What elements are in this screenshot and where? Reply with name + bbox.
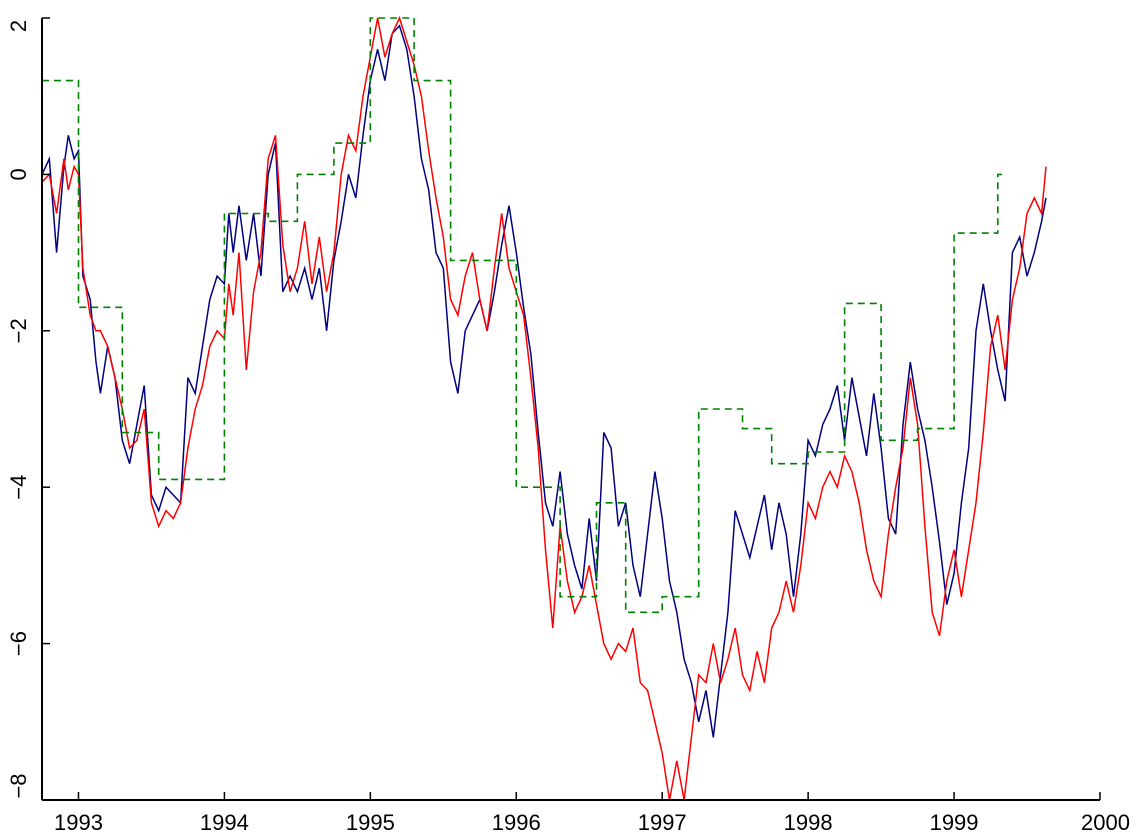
- x-tick-label: 1996: [492, 810, 541, 835]
- series-line-1: [41, 24, 1047, 738]
- x-tick-label: 1999: [930, 810, 979, 835]
- y-tick-label: −8: [6, 773, 31, 798]
- y-tick-label: 0: [6, 168, 31, 180]
- x-tick-label: 1997: [638, 810, 687, 835]
- axes-layer: [41, 18, 1100, 801]
- y-tick-label: 2: [6, 20, 31, 32]
- series-layer: [41, 15, 1047, 801]
- series-line-2: [41, 15, 1047, 801]
- y-tick-label: −2: [6, 318, 31, 343]
- series-line-3: [42, 17, 1006, 614]
- y-tick-label: −6: [6, 631, 31, 656]
- y-tick-label: −4: [6, 475, 31, 500]
- x-tick-label: 1995: [346, 810, 395, 835]
- x-tick-label: 1993: [54, 810, 103, 835]
- x-tick-label: 2000: [1081, 810, 1130, 835]
- x-tick-label: 1994: [200, 810, 249, 835]
- ticks-layer: 1993 1994 1995 1996 1997 1998 1999 2000 −8 −6 −4 −2…: [6, 17, 1130, 835]
- x-tick-label: 1998: [784, 810, 833, 835]
